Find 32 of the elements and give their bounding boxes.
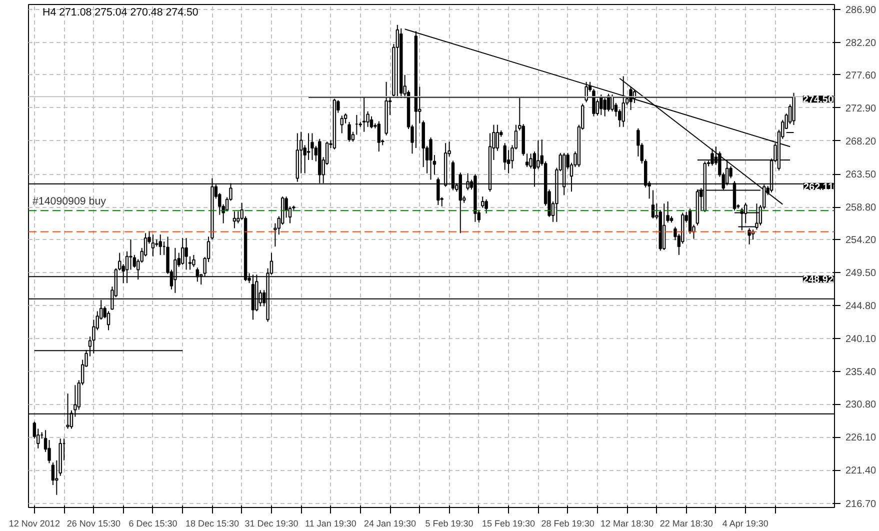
x-tick-label: 12 Nov 2012 xyxy=(8,518,60,528)
ref-line-label: #14090909 buy xyxy=(32,196,107,208)
y-tick-label: 244.80 xyxy=(846,301,877,312)
y-tick-label: 282.20 xyxy=(846,38,877,49)
x-tick-label: 11 Jan 19:30 xyxy=(305,518,356,528)
y-tick-label: 268.20 xyxy=(846,136,877,148)
x-tick-label: 22 Mar 18:30 xyxy=(660,518,713,528)
y-tick-label: 286.90 xyxy=(846,4,877,16)
y-tick-label: 254.20 xyxy=(846,234,877,246)
x-tick-label: 6 Dec 15:30 xyxy=(128,518,178,528)
x-tick-label: 5 Feb 19:30 xyxy=(425,518,474,528)
x-tick-label: 26 Nov 15:30 xyxy=(66,518,120,528)
x-tick-label: 4 Apr 19:30 xyxy=(722,518,768,528)
y-tick-label: 221.40 xyxy=(846,466,877,477)
y-tick-label: 277.60 xyxy=(846,70,877,82)
y-tick-label: 216.70 xyxy=(846,498,877,510)
y-tick-label: 263.50 xyxy=(846,170,877,181)
x-tick-label: 12 Mar 18:30 xyxy=(600,518,654,528)
y-tick-label: 235.40 xyxy=(846,367,877,378)
chart-title: H4 271.08 275.04 270.48 274.50 xyxy=(42,6,198,18)
y-tick-label: 230.80 xyxy=(846,400,877,411)
x-tick-label: 31 Dec 19:30 xyxy=(244,518,298,528)
x-tick-label: 28 Feb 19:30 xyxy=(541,518,594,528)
y-tick-label: 240.10 xyxy=(846,334,877,346)
y-tick-label: 226.10 xyxy=(846,432,877,444)
y-tick-label: 249.50 xyxy=(846,268,877,280)
y-tick-label: 258.80 xyxy=(846,202,877,214)
x-tick-label: 24 Jan 19:30 xyxy=(364,518,416,528)
x-tick-label: 15 Feb 19:30 xyxy=(482,518,536,528)
x-tick-label: 18 Dec 15:30 xyxy=(185,518,239,528)
y-tick-label: 272.90 xyxy=(846,103,877,114)
ref-line-label: 262.11 xyxy=(803,182,834,193)
